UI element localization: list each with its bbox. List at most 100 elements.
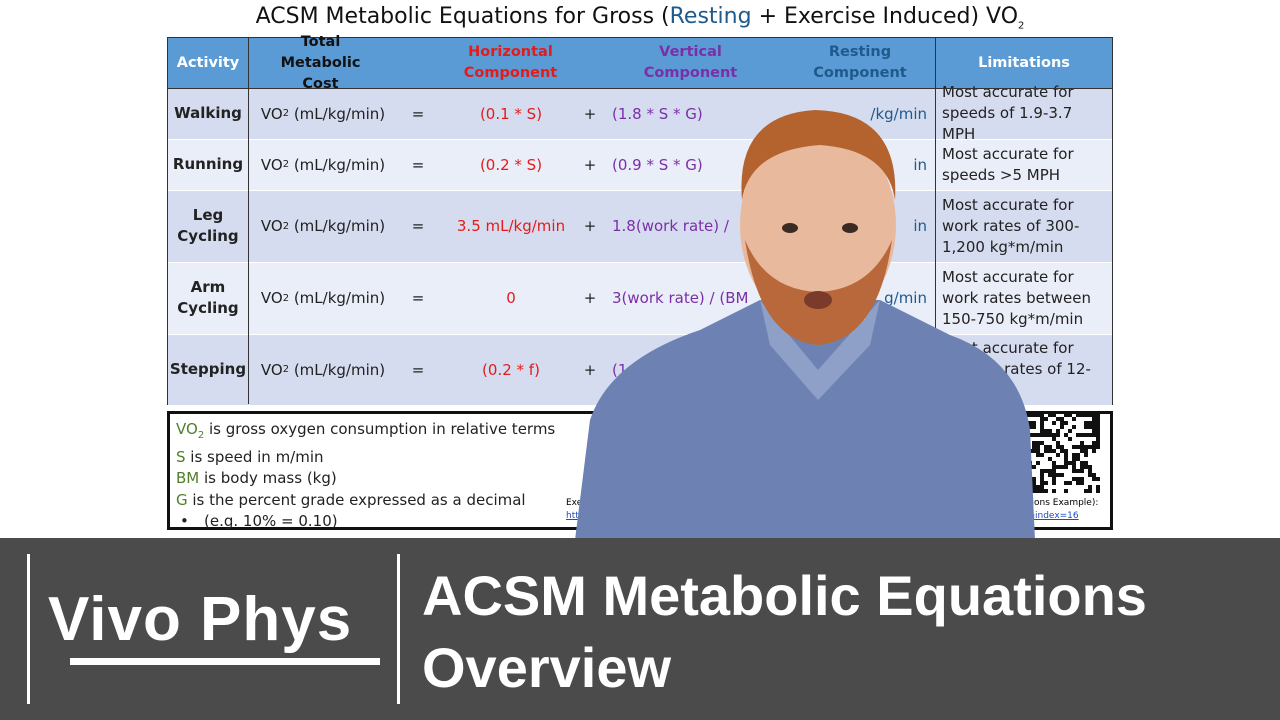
legend-text: is the percent grade expressed as a deci…: [187, 490, 526, 509]
header-border: [168, 88, 1112, 89]
qr-module: [1084, 445, 1088, 449]
qr-module: [1072, 453, 1076, 457]
qr-module: [1092, 449, 1096, 453]
qr-module: [1072, 425, 1076, 429]
qr-module: [1048, 457, 1052, 461]
legend-text: is speed in m/min: [185, 447, 324, 466]
qr-module: [1048, 449, 1052, 453]
limitations: Most accurate for work rates of 300-1,20…: [942, 195, 1080, 256]
total-unit: (mL/kg/min): [289, 360, 386, 379]
legend-line: S is speed in m/min: [176, 447, 1104, 469]
title-text: + Exercise Induced) VO: [751, 4, 1019, 29]
qr-module: [1080, 449, 1084, 453]
qr-module: [1036, 489, 1040, 493]
legend-line: BM is body mass (kg): [176, 468, 1104, 490]
collar: [760, 300, 880, 400]
qr-module: [1064, 489, 1068, 493]
qr-module: [1068, 481, 1072, 485]
horizontal: (0.2 * f): [482, 360, 540, 379]
presenter: [575, 110, 1035, 540]
qr-module: [1068, 461, 1072, 465]
total-sub: 2: [282, 159, 290, 170]
qr-module: [1076, 469, 1080, 473]
qr-module: [1052, 489, 1056, 493]
legend-line: VO2 is gross oxygen consumption in relat…: [176, 419, 1104, 447]
qr-module: [1092, 425, 1096, 429]
qr-module: [1092, 473, 1096, 477]
qr-module: [1032, 413, 1036, 417]
qr-module: [1072, 445, 1076, 449]
resting: in: [913, 217, 927, 235]
qr-module: [1036, 413, 1040, 417]
qr-module: [1096, 417, 1100, 421]
qr-module: [1052, 449, 1056, 453]
qr-module: [1060, 445, 1064, 449]
qr-module: [1032, 425, 1036, 429]
qr-module: [1084, 461, 1088, 465]
qr-module: [1084, 453, 1088, 457]
activity: Stepping: [169, 360, 247, 378]
horizontal: 3.5 mL/kg/min: [456, 217, 566, 235]
qr-module: [1040, 441, 1044, 445]
vertical: (0.9 * S * G): [612, 155, 703, 174]
legend-line: • (e.g. 10% = 0.10): [176, 511, 1104, 533]
banner-title-line: Overview: [422, 636, 672, 699]
qr-module: [1088, 413, 1092, 417]
link-text: tions Example):: [1028, 498, 1099, 508]
qr-module: [1048, 445, 1052, 449]
qr-module: [1080, 413, 1084, 417]
qr-module: [1040, 417, 1044, 421]
equals: =: [411, 217, 425, 235]
qr-module: [1056, 433, 1060, 437]
qr-module: [1040, 473, 1044, 477]
qr-module: [1040, 425, 1044, 429]
qr-module: [1092, 477, 1096, 481]
logo: Vivo Phys: [48, 585, 353, 654]
qr-module: [1064, 453, 1068, 457]
qr-module: [1028, 421, 1032, 425]
qr-module: [1088, 425, 1092, 429]
qr-module: [1040, 421, 1044, 425]
legend-line: G is the percent grade expressed as a de…: [176, 490, 1104, 512]
total-sub: 2: [282, 364, 290, 375]
qr-module: [1032, 477, 1036, 481]
slide-title: ACSM Metabolic Equations for Gross (Rest…: [0, 4, 1280, 31]
qr-module: [1052, 437, 1056, 441]
qr-module: [1088, 473, 1092, 477]
header-cell: Activity: [176, 54, 240, 71]
equals: =: [411, 360, 425, 379]
qr-module: [1060, 421, 1064, 425]
qr-module: [1032, 421, 1036, 425]
total-unit: (mL/kg/min): [289, 217, 386, 235]
qr-module: [1040, 489, 1044, 493]
qr-module: [1096, 441, 1100, 445]
total-sub: 2: [282, 108, 290, 119]
qr-module: [1052, 413, 1056, 417]
resting: in: [913, 155, 927, 174]
qr-module: [1072, 417, 1076, 421]
total: VO 2 (mL/kg/min): [248, 262, 398, 334]
qr-module: [1064, 413, 1068, 417]
total-sub: 2: [282, 220, 290, 232]
col-border: [248, 38, 249, 404]
activity: Running: [172, 155, 244, 173]
total: VO 2 (mL/kg/min): [248, 190, 398, 262]
banner-title: ACSM Metabolic Equations Overview: [422, 560, 1147, 704]
qr-module: [1056, 465, 1060, 469]
legend-sub: 2: [197, 430, 205, 441]
equals: =: [411, 104, 425, 123]
qr-module: [1056, 429, 1060, 433]
limitations: Most accurate for speeds >5 MPH: [942, 144, 1074, 184]
qr-module: [1096, 433, 1100, 437]
qr-module: [1060, 425, 1064, 429]
bullet: •: [180, 512, 189, 530]
row-bg: [168, 262, 1112, 334]
qr-module: [1084, 489, 1088, 493]
legend-symbol: S: [176, 447, 186, 466]
qr-module: [1080, 481, 1084, 485]
qr-module: [1080, 469, 1084, 473]
vertical: (1.8 * S * G): [612, 104, 703, 123]
total-vo: VO: [260, 289, 283, 307]
qr-module: [1044, 481, 1048, 485]
qr-module: [1064, 461, 1068, 465]
